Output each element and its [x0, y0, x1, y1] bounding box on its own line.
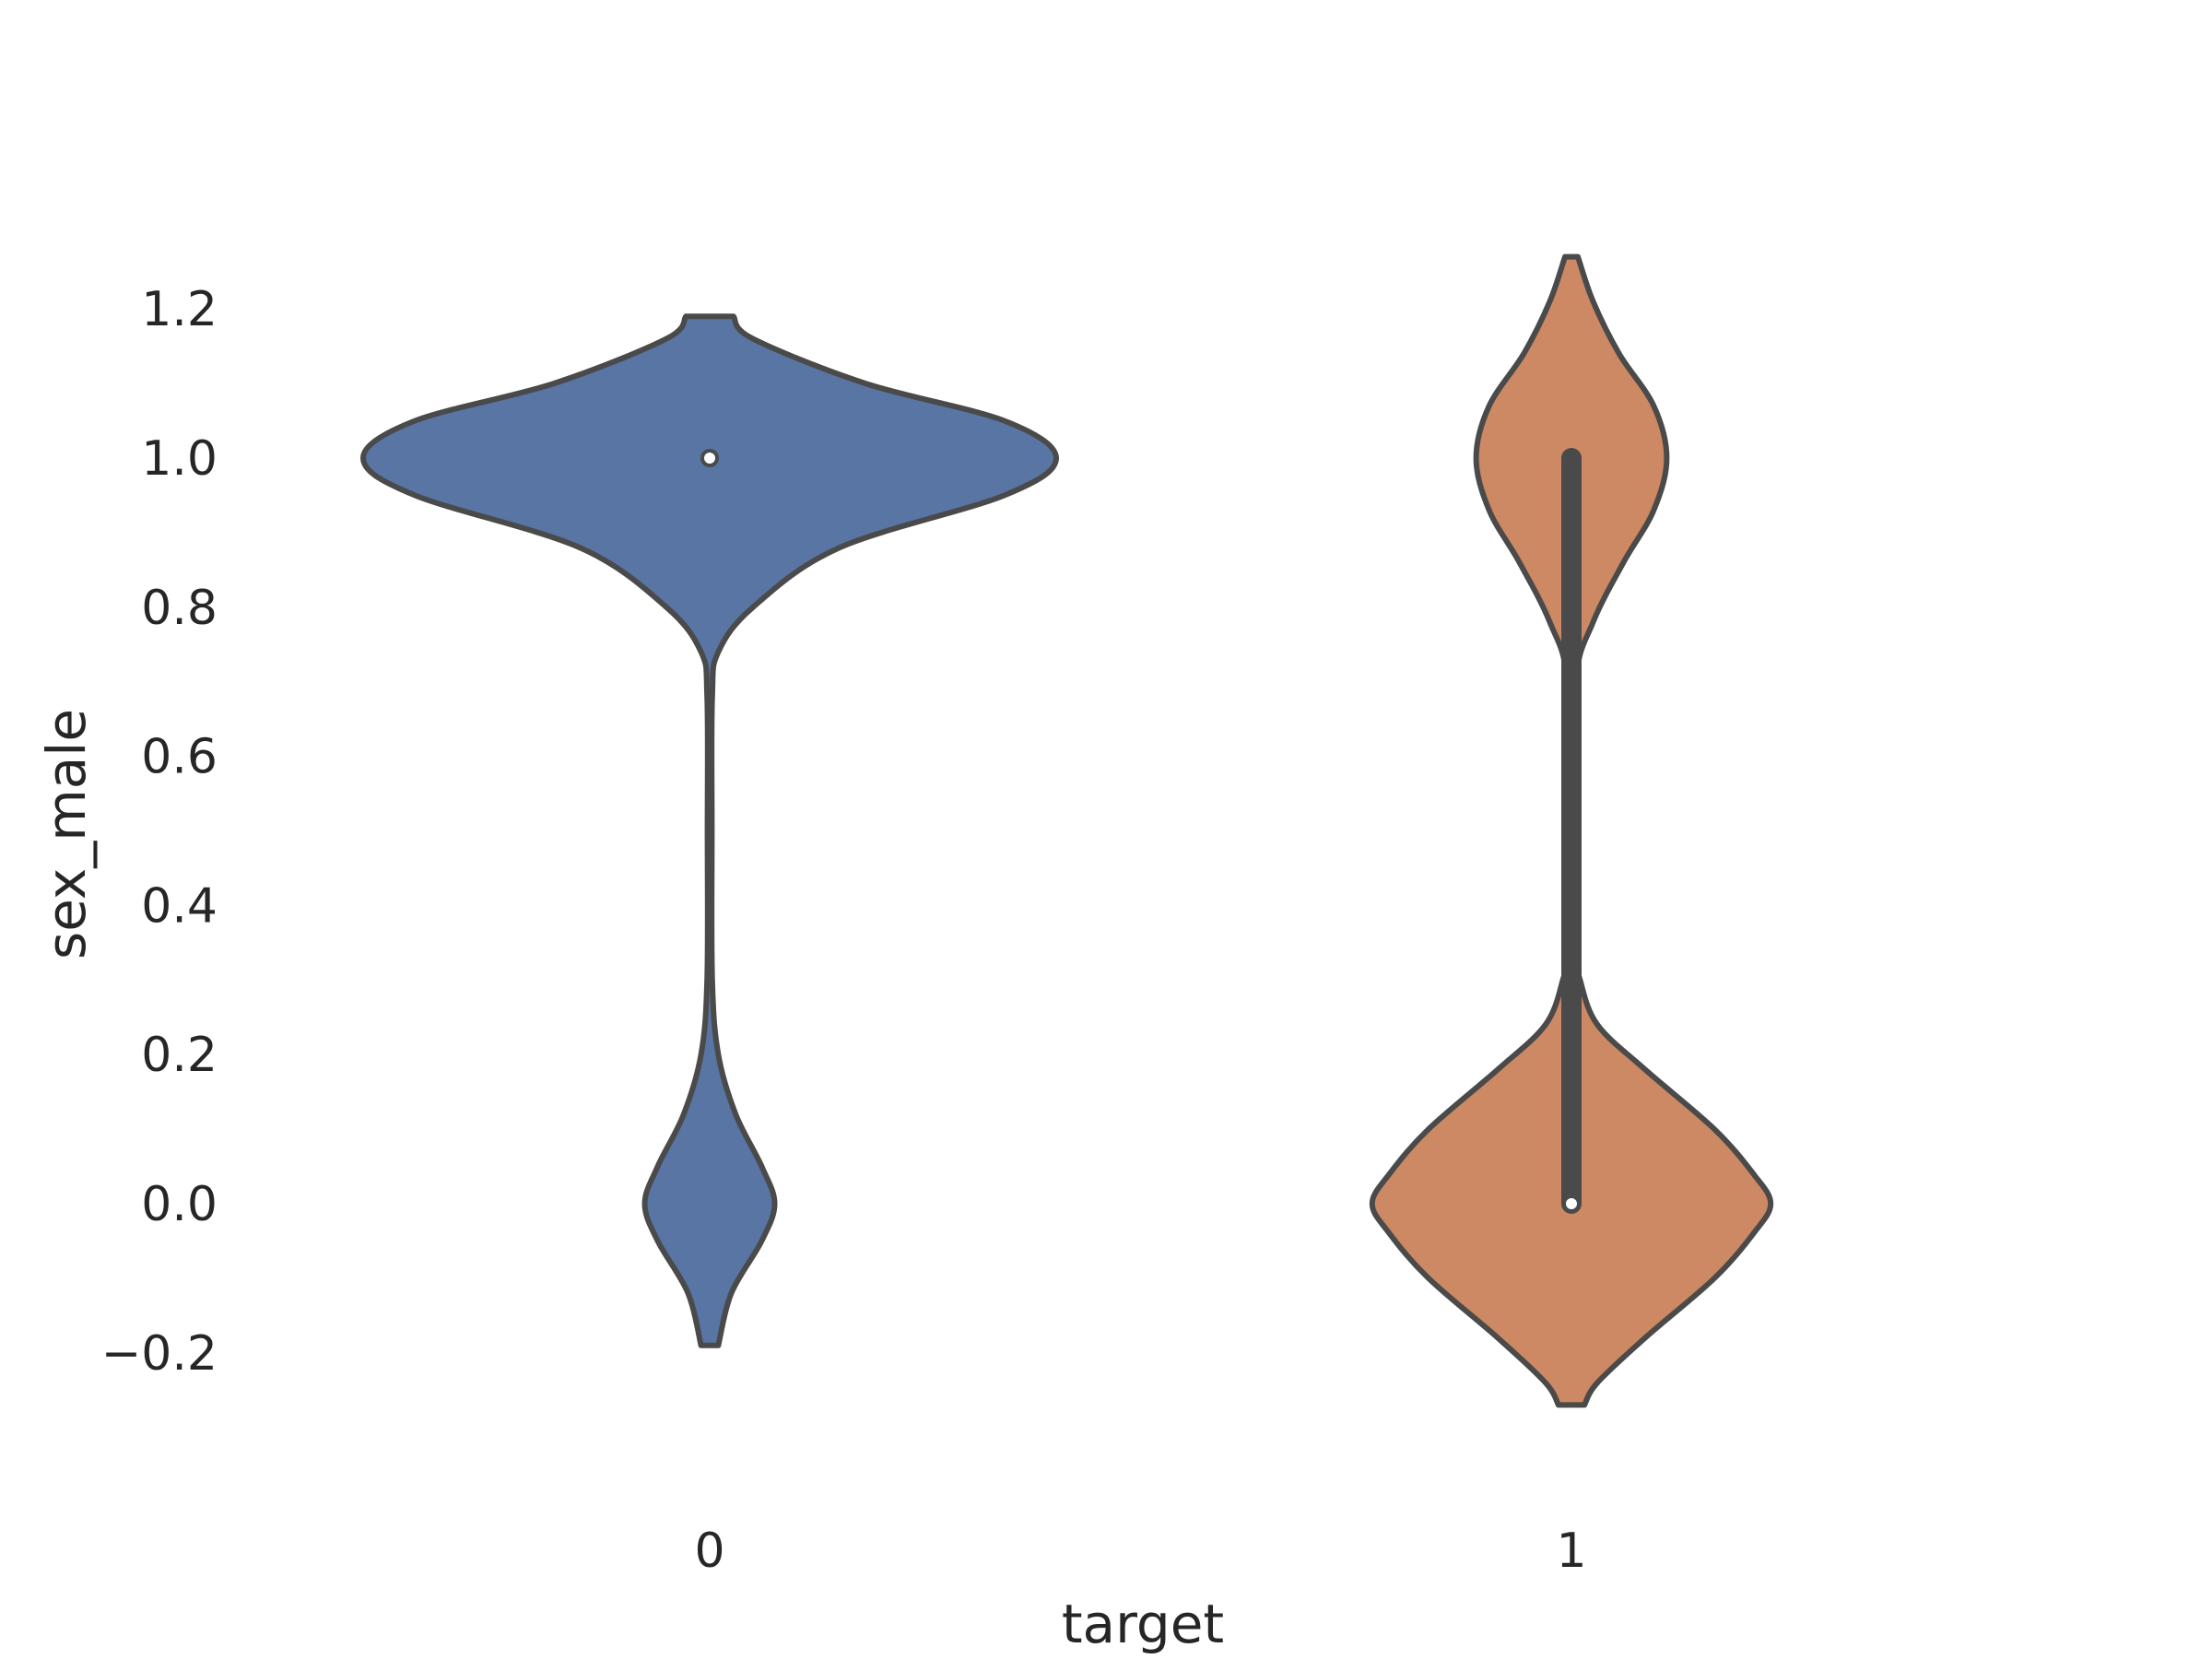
median-point-0	[700, 449, 719, 467]
x-axis-label: target	[1062, 1593, 1224, 1655]
y-axis-label: sex_male	[35, 709, 98, 959]
y-tick-label: 1.2	[141, 282, 218, 337]
y-tick-label: 0.6	[141, 730, 218, 785]
y-tick-label: 0.4	[141, 878, 218, 934]
x-tick-label: 0	[694, 1524, 724, 1579]
violin-body-0	[360, 313, 1059, 1348]
median-point-1	[1562, 1194, 1581, 1213]
violins-group	[360, 253, 1774, 1408]
y-tick-label: 0.8	[141, 581, 218, 636]
y-tick-label: 0.2	[141, 1028, 218, 1083]
x-tick-label: 1	[1556, 1524, 1586, 1579]
y-tick-label: 0.0	[141, 1177, 218, 1232]
y-tick-label: 1.0	[141, 431, 218, 487]
y-axis-ticks: −0.2 0.0 0.2 0.4 0.6 0.8 1.0 1.2	[101, 282, 218, 1382]
y-tick-label: −0.2	[101, 1326, 218, 1382]
